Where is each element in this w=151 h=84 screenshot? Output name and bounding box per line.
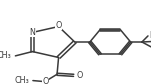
Text: O: O xyxy=(76,71,83,80)
Text: O: O xyxy=(55,21,62,30)
Text: N: N xyxy=(29,28,35,37)
Text: CH₃: CH₃ xyxy=(15,76,30,84)
Text: F: F xyxy=(149,31,151,40)
Text: CH₃: CH₃ xyxy=(0,51,12,60)
Text: O: O xyxy=(43,77,49,84)
